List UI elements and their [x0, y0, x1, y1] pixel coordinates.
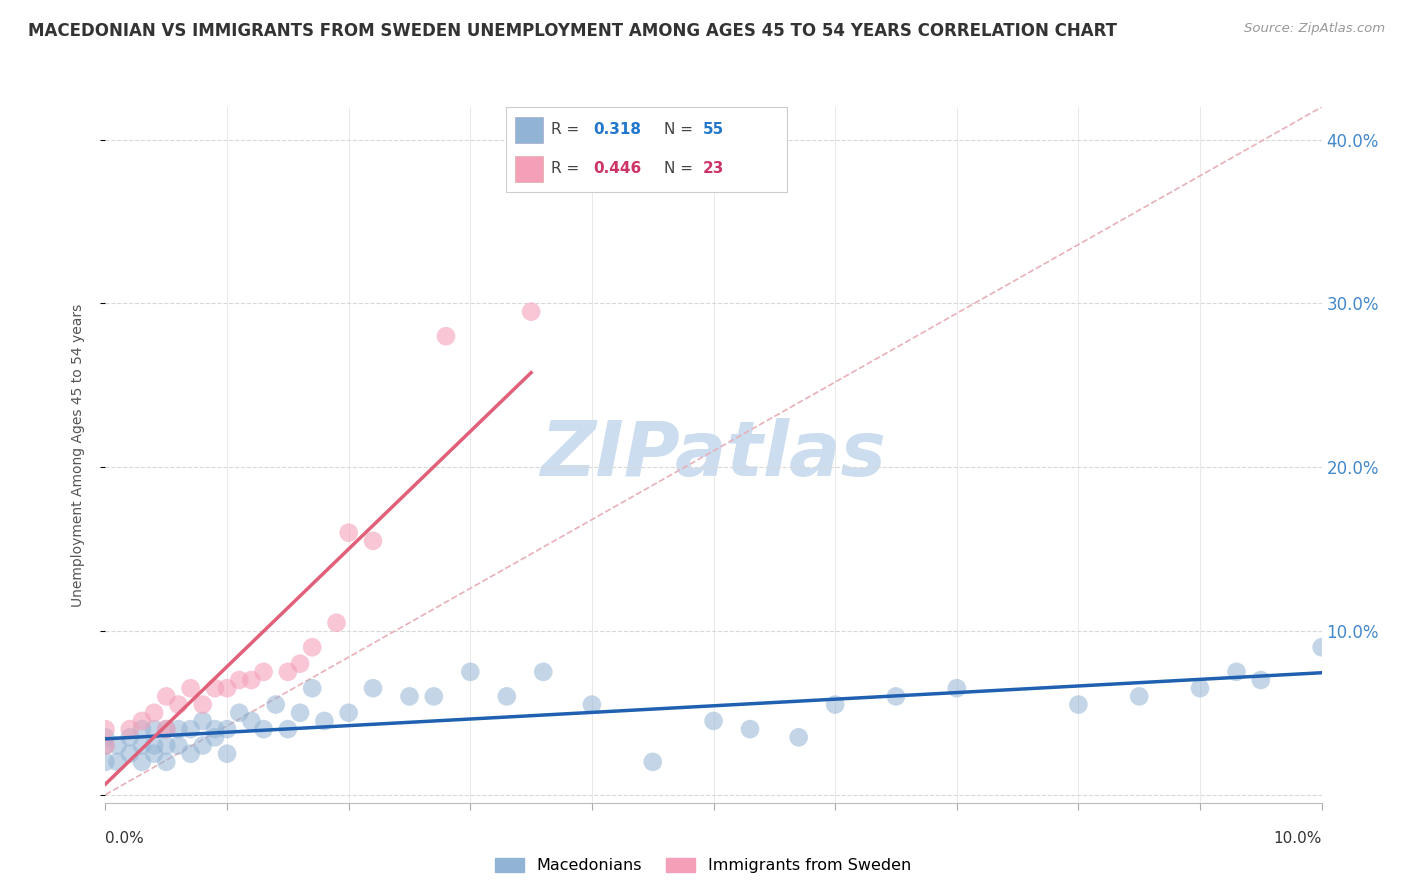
Y-axis label: Unemployment Among Ages 45 to 54 years: Unemployment Among Ages 45 to 54 years: [70, 303, 84, 607]
Text: 0.318: 0.318: [593, 122, 641, 137]
Point: [1067, 698, 1090, 712]
Point: [131, 714, 153, 728]
Bar: [515, 117, 543, 143]
Point: [288, 706, 311, 720]
Point: [337, 706, 360, 720]
Point: [155, 690, 177, 704]
Point: [458, 665, 481, 679]
Point: [131, 739, 153, 753]
Point: [143, 739, 166, 753]
Point: [702, 714, 725, 728]
Point: [204, 681, 226, 696]
Point: [180, 747, 202, 761]
Point: [581, 698, 603, 712]
Text: R =: R =: [551, 161, 579, 177]
Point: [131, 755, 153, 769]
Point: [884, 690, 907, 704]
Point: [240, 714, 263, 728]
Point: [1250, 673, 1272, 687]
Point: [738, 722, 761, 736]
Point: [191, 698, 214, 712]
Point: [167, 722, 190, 736]
Point: [143, 722, 166, 736]
Text: N =: N =: [664, 122, 693, 137]
Text: 10.0%: 10.0%: [1274, 831, 1322, 846]
Point: [228, 673, 250, 687]
Point: [787, 731, 810, 745]
Point: [191, 714, 214, 728]
Point: [217, 681, 239, 696]
Point: [204, 731, 226, 745]
Point: [531, 665, 554, 679]
Text: N =: N =: [664, 161, 693, 177]
Text: 55: 55: [703, 122, 724, 137]
Point: [107, 739, 129, 753]
Point: [167, 698, 190, 712]
Point: [824, 698, 846, 712]
Point: [264, 698, 287, 712]
Point: [94, 739, 117, 753]
Point: [94, 722, 117, 736]
Point: [1310, 640, 1333, 655]
Point: [155, 739, 177, 753]
Point: [143, 747, 166, 761]
Point: [155, 755, 177, 769]
Point: [361, 681, 384, 696]
Point: [155, 722, 177, 736]
Point: [641, 755, 664, 769]
Legend: Macedonians, Immigrants from Sweden: Macedonians, Immigrants from Sweden: [489, 851, 917, 880]
Point: [180, 681, 202, 696]
Text: 23: 23: [703, 161, 724, 177]
Point: [1225, 665, 1247, 679]
Text: 0.446: 0.446: [593, 161, 641, 177]
Point: [107, 755, 129, 769]
Point: [118, 722, 141, 736]
Text: ZIPatlas: ZIPatlas: [540, 418, 887, 491]
Point: [94, 731, 117, 745]
Text: R =: R =: [551, 122, 579, 137]
Point: [945, 681, 967, 696]
Point: [94, 755, 117, 769]
Point: [361, 533, 384, 548]
Text: MACEDONIAN VS IMMIGRANTS FROM SWEDEN UNEMPLOYMENT AMONG AGES 45 TO 54 YEARS CORR: MACEDONIAN VS IMMIGRANTS FROM SWEDEN UNE…: [28, 22, 1118, 40]
Point: [277, 665, 299, 679]
Point: [252, 665, 274, 679]
Point: [423, 690, 446, 704]
Point: [337, 525, 360, 540]
Point: [217, 747, 239, 761]
Bar: [515, 156, 543, 182]
Point: [131, 722, 153, 736]
Point: [520, 304, 543, 318]
Point: [118, 731, 141, 745]
Point: [1188, 681, 1211, 696]
Text: Source: ZipAtlas.com: Source: ZipAtlas.com: [1244, 22, 1385, 36]
Point: [314, 714, 336, 728]
Point: [94, 739, 117, 753]
Point: [143, 706, 166, 720]
Point: [301, 681, 323, 696]
Text: 0.0%: 0.0%: [105, 831, 145, 846]
Point: [252, 722, 274, 736]
Point: [434, 329, 457, 343]
Point: [1128, 690, 1150, 704]
Point: [398, 690, 420, 704]
Point: [228, 706, 250, 720]
Point: [204, 722, 226, 736]
Point: [277, 722, 299, 736]
Point: [118, 747, 141, 761]
FancyBboxPatch shape: [506, 107, 787, 192]
Point: [191, 739, 214, 753]
Point: [495, 690, 517, 704]
Point: [301, 640, 323, 655]
Point: [325, 615, 347, 630]
Point: [240, 673, 263, 687]
Point: [167, 739, 190, 753]
Point: [288, 657, 311, 671]
Point: [180, 722, 202, 736]
Point: [217, 722, 239, 736]
Point: [155, 722, 177, 736]
